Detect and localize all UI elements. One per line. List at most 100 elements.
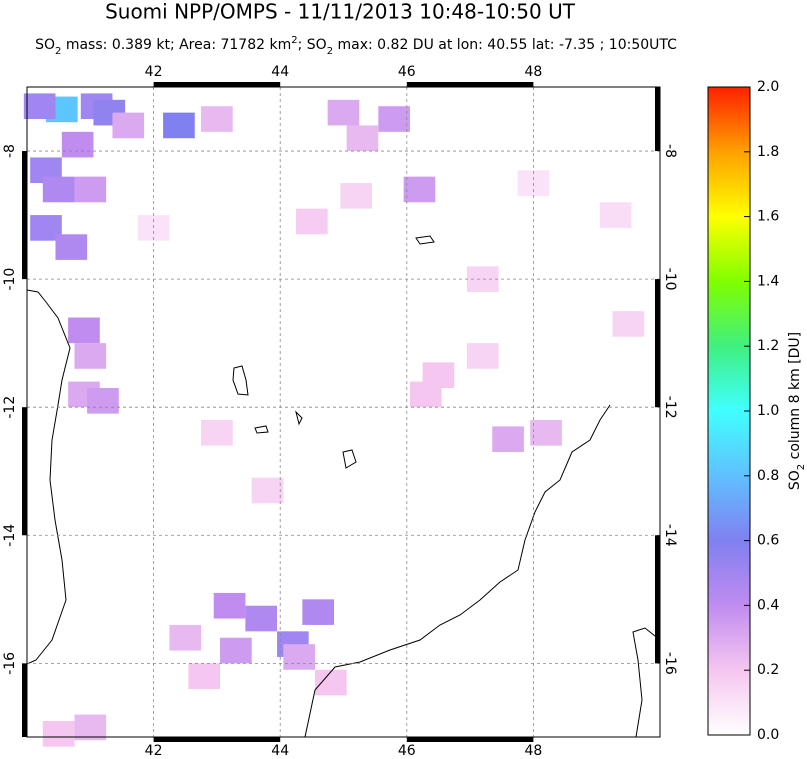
subtitle: SO2 mass: 0.389 kt; Area: 71782 km2; SO2… <box>35 35 677 57</box>
so2-cell <box>466 343 499 369</box>
frame-bar <box>22 151 27 280</box>
lat-label-left: -12 <box>2 396 18 419</box>
colorbar-label: SO2 column 8 km [DU] <box>787 332 807 490</box>
so2-cell <box>302 599 335 625</box>
so2-cell <box>251 477 284 504</box>
colorbar-tick-label: 1.4 <box>757 273 779 289</box>
frame-bar <box>22 407 27 536</box>
colorbar-tick-label: 1.2 <box>757 338 779 354</box>
lat-label-right: -16 <box>662 652 678 675</box>
subscript: 2 <box>327 46 333 57</box>
mayotte <box>342 449 357 469</box>
so2-cell <box>296 208 328 235</box>
so2-cell <box>315 669 347 696</box>
subscript: 2 <box>796 464 807 470</box>
frame-bar <box>406 82 534 87</box>
colorbar-tick-label: 1.6 <box>757 209 779 225</box>
so2-cell <box>530 420 562 446</box>
so2-cell <box>403 176 436 203</box>
colorbar-tick-label: 0.8 <box>757 468 779 484</box>
so2-cell <box>61 131 94 158</box>
madagascar-coast-east <box>632 627 661 738</box>
lat-label-right: -8 <box>662 144 678 158</box>
so2-cell <box>422 362 455 388</box>
title: Suomi NPP/OMPS - 11/11/2013 10:48-10:50 … <box>105 0 576 24</box>
lat-label-right: -10 <box>662 268 678 291</box>
so2-cell <box>283 644 316 670</box>
so2-cell <box>492 426 524 453</box>
colorbar <box>707 86 751 736</box>
text-run: ; SO <box>298 37 327 53</box>
text-run: mass: 0.389 kt; Area: 71782 km <box>61 37 291 53</box>
lat-label-left: -14 <box>2 524 18 547</box>
madagascar-coast <box>304 404 611 738</box>
lat-label-left: -8 <box>2 144 18 158</box>
frame-bar <box>22 663 27 737</box>
frame-bar <box>406 737 534 742</box>
colorbar-tick-label: 1.8 <box>757 144 779 160</box>
so2-cell <box>87 387 119 414</box>
colorbar-tick-label: 0.2 <box>757 662 779 678</box>
text-run: max: 0.82 DU at lon: 40.55 lat: -7.35 ; … <box>333 37 677 53</box>
lat-label-right: -14 <box>662 524 678 547</box>
so2-cell <box>612 311 645 337</box>
so2-cell <box>23 93 56 120</box>
frame-bar <box>153 82 281 87</box>
lon-label-bottom: 44 <box>271 743 289 759</box>
africa-coast <box>26 289 71 665</box>
lon-label-top: 44 <box>271 64 289 80</box>
frame-bars <box>22 82 660 742</box>
so2-cell <box>74 714 107 741</box>
lon-label-bottom: 46 <box>398 743 416 759</box>
lon-label-top: 42 <box>145 64 163 80</box>
so2-cell <box>188 663 221 689</box>
frame-bar <box>655 87 660 152</box>
so2-cell <box>327 99 360 126</box>
so2-cell <box>201 106 233 132</box>
so2-cell <box>74 343 107 369</box>
so2-cell <box>245 605 278 632</box>
moheli <box>254 425 269 434</box>
lat-label-left: -16 <box>2 652 18 675</box>
so2-cell <box>112 112 145 139</box>
so2-cell <box>213 592 246 619</box>
frame-bar <box>153 737 281 742</box>
colorbar-tick-label: 0.6 <box>757 533 779 549</box>
text-run: SO <box>787 470 803 490</box>
so2-cell <box>42 176 75 203</box>
so2-cell <box>74 176 107 203</box>
graticule: 42 42 44 44 46 46 48 48 -8 -8 -10 -10 -12 -12 -14 -14 -1… <box>2 64 678 759</box>
lon-label-top: 48 <box>524 64 542 80</box>
so2-cell <box>378 106 410 132</box>
so2-cell <box>599 202 632 228</box>
lon-label-top: 46 <box>398 64 416 80</box>
text-run: SO <box>35 37 55 53</box>
lon-label-bottom: 42 <box>145 743 163 759</box>
subscript: 2 <box>291 35 297 46</box>
so2-cell <box>169 624 202 651</box>
so2-cell <box>340 183 372 209</box>
colorbar-tick-label: 1.0 <box>757 403 779 419</box>
grande-comore <box>232 365 249 396</box>
frame-bar <box>655 535 660 664</box>
so2-cell <box>220 637 252 664</box>
anjouan <box>295 410 303 426</box>
text-run: column 8 km [DU] <box>787 332 803 464</box>
so2-cell <box>55 234 88 260</box>
colorbar-tick-label: 0.0 <box>757 727 779 743</box>
so2-cell <box>163 112 195 139</box>
colorbar-ticks: 0.0 0.2 0.4 0.6 0.8 1.0 1.2 1.4 1.6 1.8 2.0 <box>744 79 779 743</box>
coastlines <box>26 235 661 738</box>
lat-label-left: -10 <box>2 268 18 291</box>
subscript: 2 <box>55 46 61 57</box>
so2-cell <box>68 317 100 344</box>
so2-cell <box>201 420 233 446</box>
colorbar-tick-label: 0.4 <box>757 597 779 613</box>
so2-cells <box>23 93 645 747</box>
lat-label-right: -12 <box>662 396 678 419</box>
so2-cell <box>42 720 75 747</box>
lon-label-bottom: 48 <box>524 743 542 759</box>
aldabra <box>415 235 435 245</box>
colorbar-tick-label: 2.0 <box>757 79 779 95</box>
